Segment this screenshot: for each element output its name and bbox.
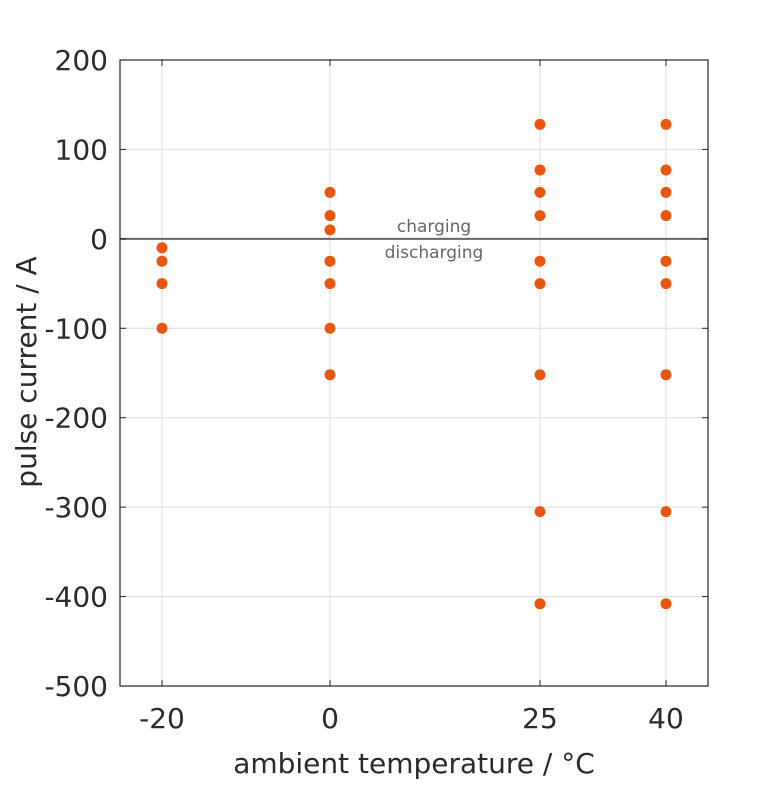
annotation-charging: charging [397,217,471,237]
data-point [156,322,168,334]
y-tick-label: -400 [44,581,108,614]
data-point [324,186,336,198]
data-point [534,369,546,381]
y-tick-label: 0 [90,223,108,256]
data-point [156,278,168,290]
data-point [534,255,546,267]
data-point [660,598,672,610]
data-point [156,255,168,267]
data-point [660,118,672,130]
data-point [324,255,336,267]
data-point [534,598,546,610]
data-point [324,278,336,290]
data-point [324,322,336,334]
x-tick-label: -20 [139,702,185,735]
y-tick-label: 200 [55,44,108,77]
y-tick-label: -300 [44,491,108,524]
annotation-discharging: discharging [385,243,484,263]
data-point [660,164,672,176]
y-tick-label: -100 [44,312,108,345]
y-axis-title: pulse current / A [10,256,43,487]
data-point [534,210,546,222]
y-tick-label: 100 [55,133,108,166]
data-point [534,186,546,198]
data-point [534,506,546,518]
plot-frame-layer [119,59,709,687]
plot-frame [119,59,709,687]
data-point [324,210,336,222]
grid-layer [120,59,708,687]
y-tick-label: -500 [44,670,108,703]
data-point [660,210,672,222]
data-point [660,506,672,518]
data-points-layer [156,118,672,610]
x-tick-label: 25 [522,702,558,735]
x-tick-label: 40 [648,702,684,735]
x-axis-title: ambient temperature / °C [233,747,595,780]
data-point [660,369,672,381]
data-point [534,118,546,130]
data-point [660,255,672,267]
data-point [660,278,672,290]
data-point [324,224,336,236]
data-point [660,186,672,198]
x-tick-label: 0 [321,702,339,735]
y-tick-label: -200 [44,402,108,435]
data-point [324,369,336,381]
data-point [534,278,546,290]
data-point [534,164,546,176]
data-point [156,242,168,254]
